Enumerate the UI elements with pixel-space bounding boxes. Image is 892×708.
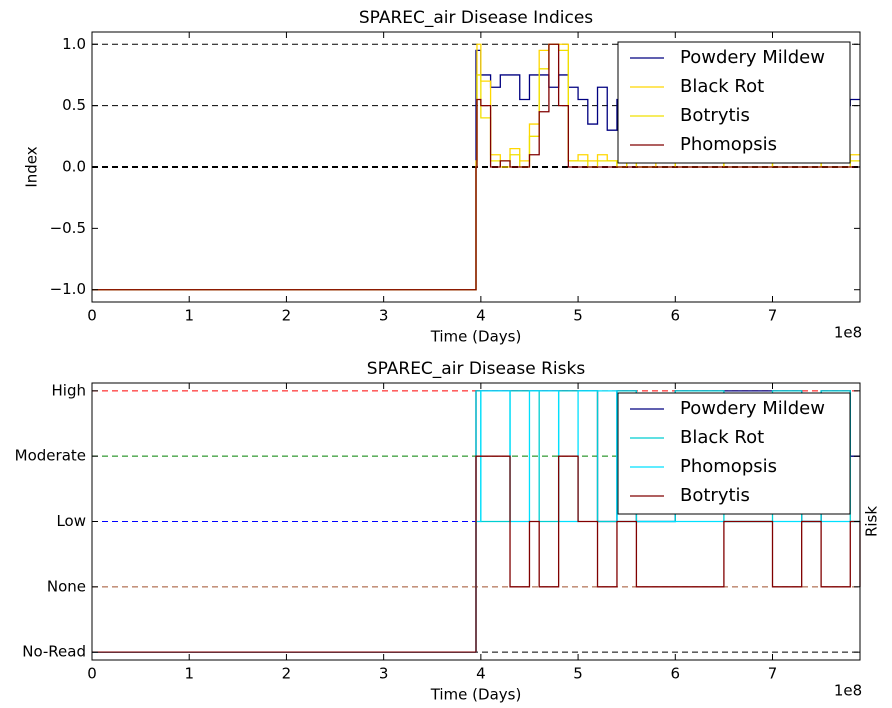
chart-title: SPAREC_air Disease Indices [359, 8, 593, 28]
x-tick-label: 1 [184, 307, 194, 325]
y-tick-label: High [52, 381, 86, 399]
y-axis-label: Index [23, 146, 41, 187]
y-tick-label: Low [56, 512, 86, 530]
legend-label: Powdery Mildew [680, 398, 825, 419]
y-tick-label: −1.0 [50, 280, 86, 298]
legend-box [617, 392, 851, 515]
x-tick-label: 3 [379, 307, 389, 325]
x-tick-label: 4 [476, 665, 486, 683]
x-offset-label: 1e8 [834, 324, 862, 342]
x-axis-label: Time (Days) [430, 328, 522, 346]
y-tick-label: 1.0 [62, 35, 86, 53]
chart-title: SPAREC_air Disease Risks [367, 359, 586, 379]
y-tick-label: 0.5 [62, 96, 86, 114]
x-tick-label: 6 [671, 665, 681, 683]
x-tick-label: 3 [379, 665, 389, 683]
y2-axis-label: Risk [863, 506, 881, 537]
series-line [92, 455, 861, 653]
x-offset-label: 1e8 [834, 682, 862, 700]
y-tick-label: Moderate [15, 447, 86, 465]
y-tick-label: 0.0 [62, 158, 86, 176]
x-tick-label: 6 [671, 307, 681, 325]
x-tick-label: 1 [184, 665, 194, 683]
x-tick-label: 5 [573, 665, 583, 683]
legend-box [617, 41, 851, 164]
x-axis-label: Time (Days) [430, 686, 522, 704]
x-tick-label: 0 [87, 665, 97, 683]
x-tick-label: 7 [768, 307, 778, 325]
legend-label: Botrytis [680, 105, 750, 126]
x-tick-label: 5 [573, 307, 583, 325]
x-tick-label: 7 [768, 665, 778, 683]
y-tick-label: No-Read [22, 643, 86, 661]
x-tick-label: 0 [87, 307, 97, 325]
legend-label: Botrytis [680, 485, 750, 506]
legend-label: Black Rot [680, 427, 764, 448]
legend-label: Phomopsis [680, 134, 777, 155]
legend-label: Powdery Mildew [680, 47, 825, 68]
series-line [92, 43, 860, 291]
legend-label: Black Rot [680, 76, 764, 97]
y-tick-label: None [47, 577, 86, 595]
y-tick-label: −0.5 [50, 219, 86, 237]
x-tick-label: 2 [282, 665, 292, 683]
legend-label: Phomopsis [680, 456, 777, 477]
x-tick-label: 2 [282, 307, 292, 325]
x-tick-label: 4 [476, 307, 486, 325]
